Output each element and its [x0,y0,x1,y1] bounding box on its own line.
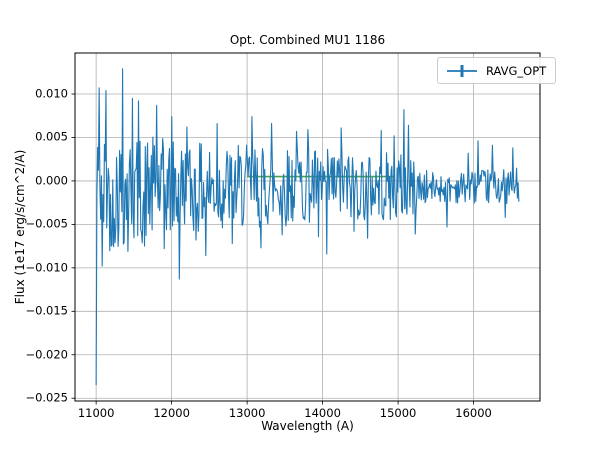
x-tick-label: 16000 [455,406,492,420]
legend-box: RAVG_OPT [437,57,557,84]
y-tick-label: 0.000 [35,173,68,188]
chart-title: Opt. Combined MU1 1186 [229,33,386,47]
y-tick-label: −0.020 [25,347,68,362]
y-tick-label: −0.015 [25,303,68,318]
y-tick-label: −0.005 [25,216,68,231]
x-tick-label: 14000 [304,406,341,420]
x-tick-label: 15000 [379,406,417,420]
y-tick-label: −0.010 [25,260,68,275]
y-tick-label: −0.025 [25,390,68,405]
axes-spines [74,52,541,402]
x-tick-label: 11000 [77,406,115,420]
y-tick-label: 0.005 [35,129,68,144]
x-tick-label: 13000 [228,406,266,420]
x-tick-label: 12000 [153,406,190,420]
y-tick-label: 0.010 [35,86,68,101]
legend-label: RAVG_OPT [486,63,547,78]
ravg-opt-series [95,68,520,386]
legend-errorbar-marker [447,64,477,77]
x-axis-label: Wavelength (A) [261,419,354,433]
